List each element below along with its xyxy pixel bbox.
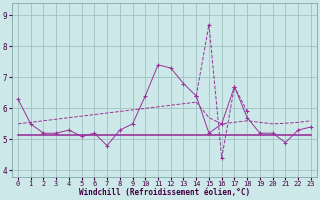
X-axis label: Windchill (Refroidissement éolien,°C): Windchill (Refroidissement éolien,°C) [79,188,250,197]
